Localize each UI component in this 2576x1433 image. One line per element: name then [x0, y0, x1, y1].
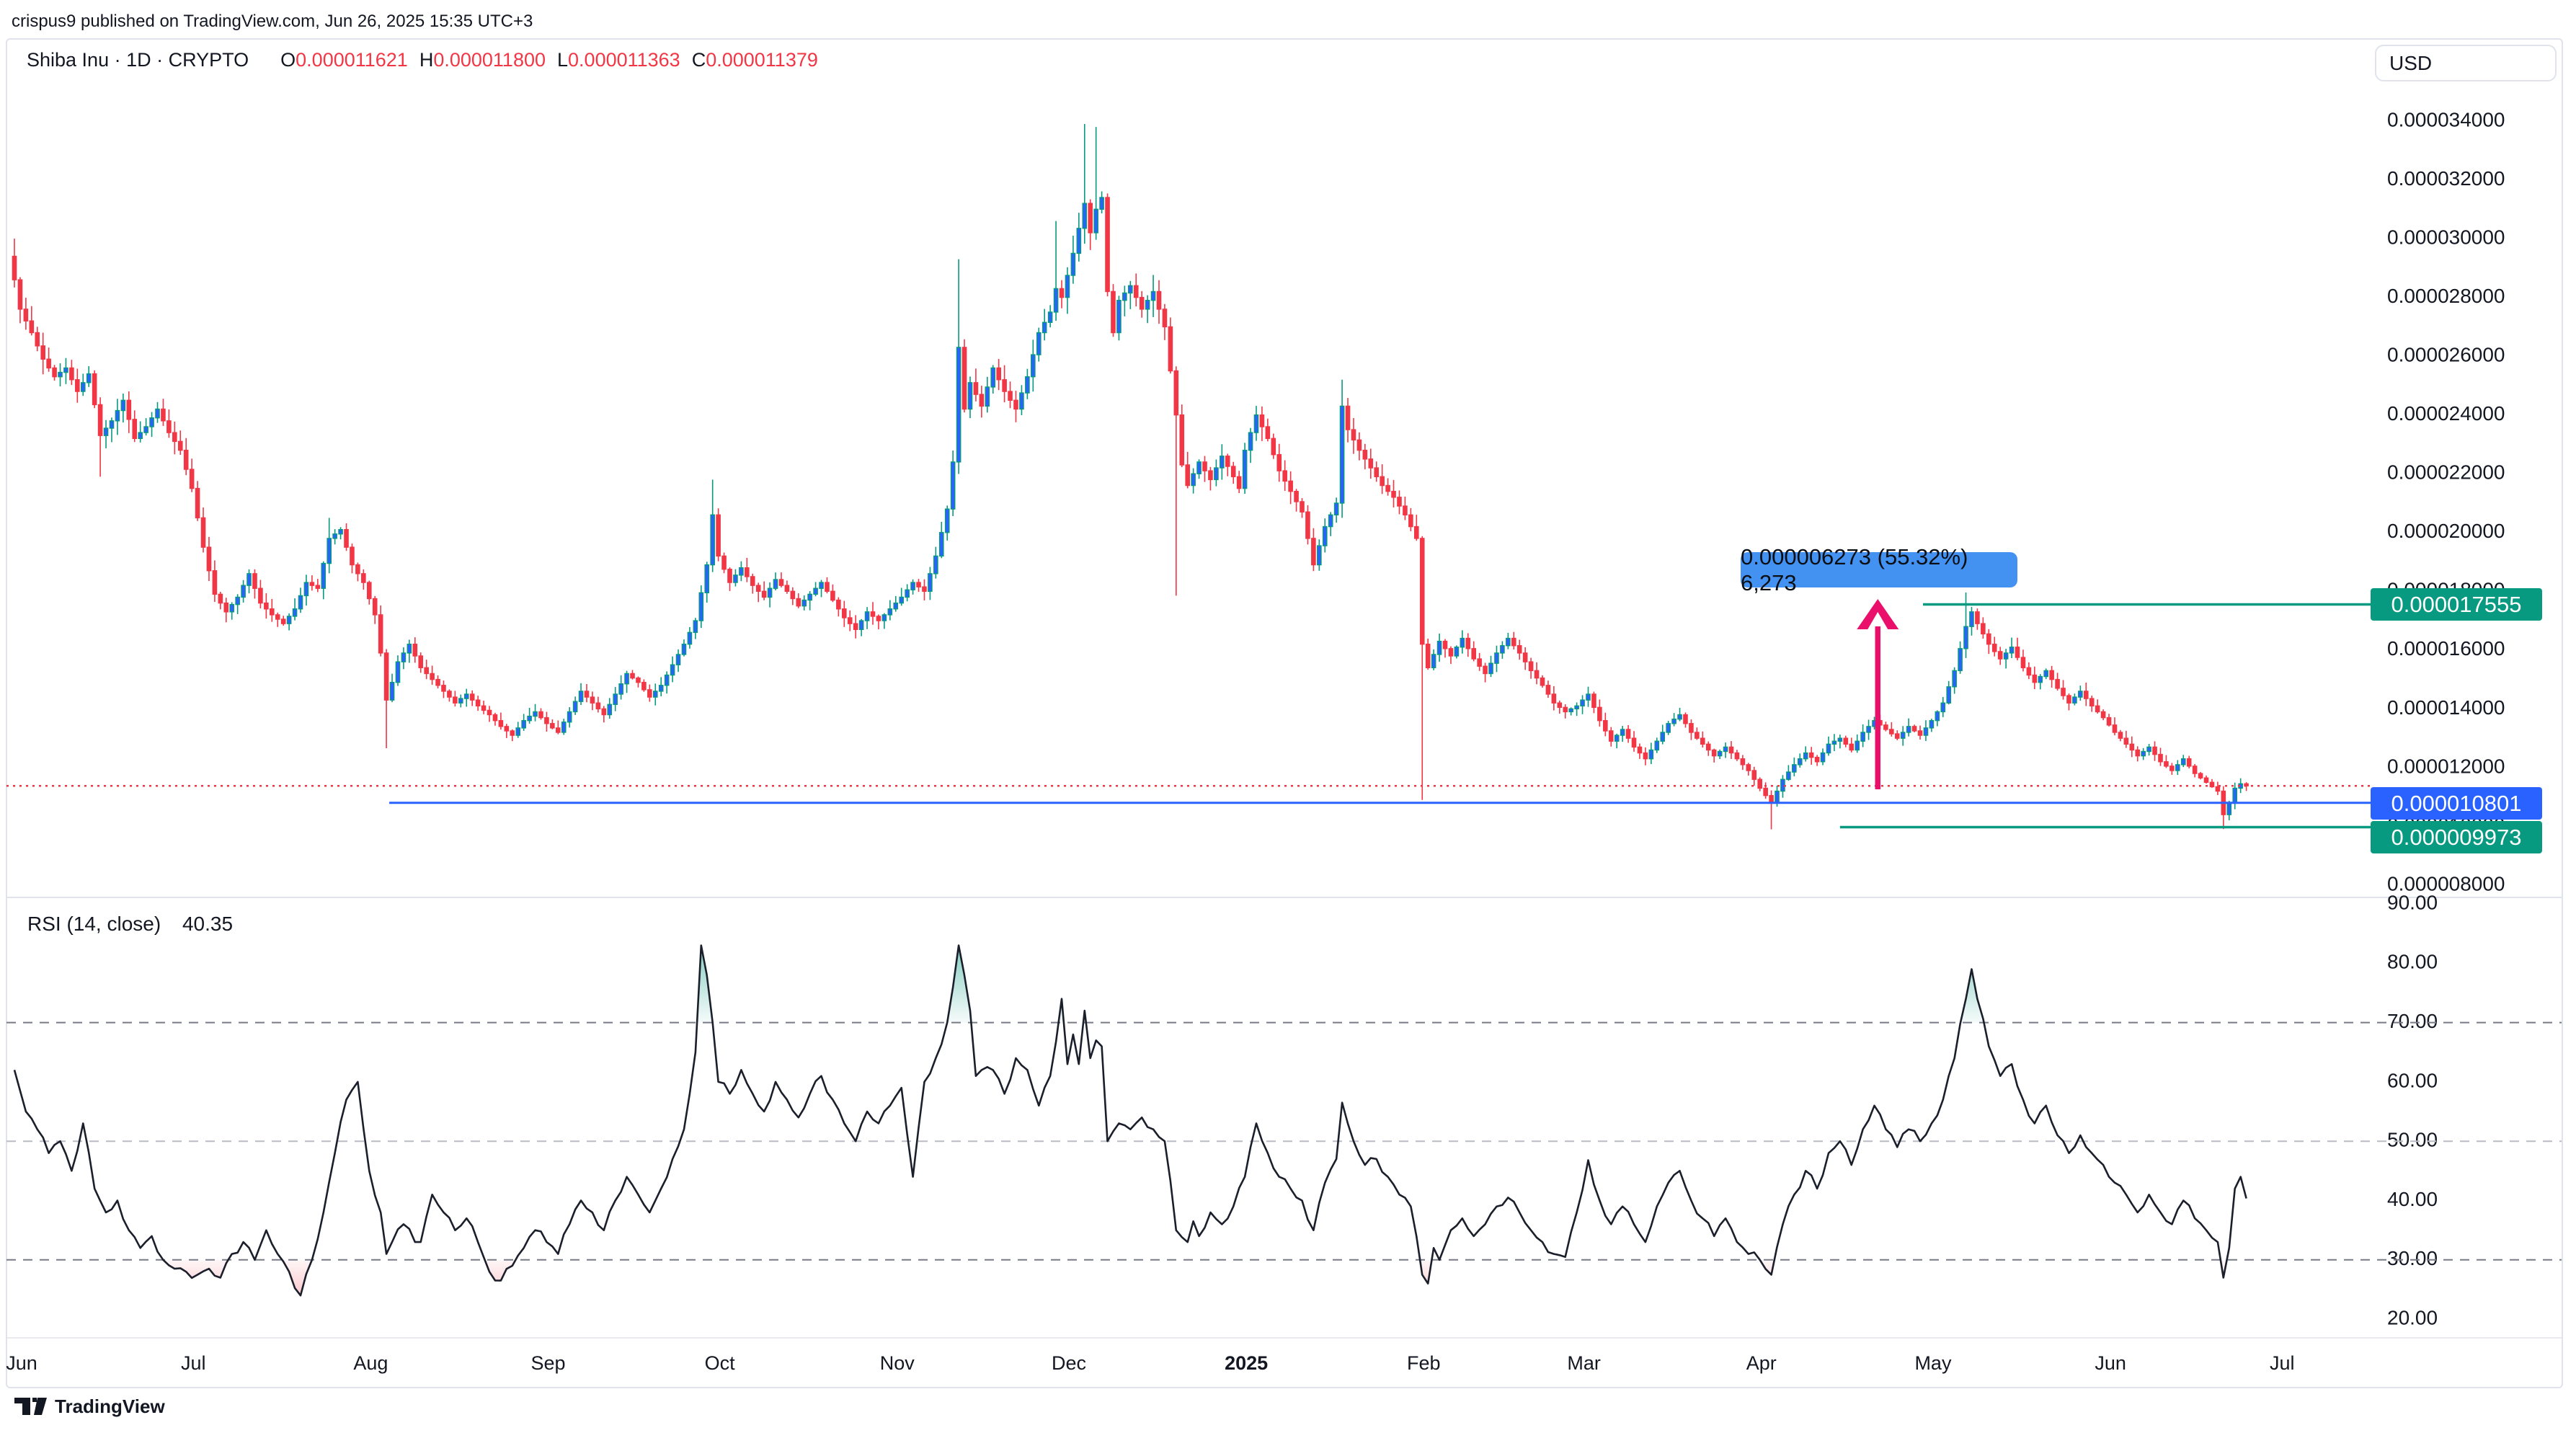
chart-card [6, 38, 2563, 1388]
svg-text:Jul: Jul [181, 1352, 206, 1374]
svg-text:Feb: Feb [1407, 1352, 1441, 1374]
candlestick-series [12, 124, 2249, 830]
ohlc-low-letter: L [557, 49, 569, 71]
svg-text:0.000012000: 0.000012000 [2387, 755, 2505, 777]
svg-text:30.00: 30.00 [2387, 1247, 2438, 1269]
tradingview-brand-link[interactable]: TradingView [14, 1396, 165, 1418]
svg-text:0.000032000: 0.000032000 [2387, 167, 2505, 190]
svg-text:20.00: 20.00 [2387, 1306, 2438, 1328]
svg-text:2025: 2025 [1225, 1352, 1268, 1374]
svg-text:Sep: Sep [530, 1352, 565, 1374]
svg-text:90.00: 90.00 [2387, 891, 2438, 913]
svg-text:50.00: 50.00 [2387, 1129, 2438, 1151]
svg-text:May: May [1914, 1352, 1952, 1374]
rsi-axis-ticks: 90.00 80.00 70.00 60.00 50.00 40.00 30.00 20.00 [2387, 891, 2438, 1328]
svg-text:60.00: 60.00 [2387, 1069, 2438, 1091]
rsi-indicator-row: RSI (14, close) 40.35 [27, 913, 233, 936]
ohlc-low-value: 0.000011363 [568, 49, 680, 71]
time-axis-labels: Jun Jul Aug Sep Oct Nov Dec 2025 Feb Mar Apr May Jun… [6, 1352, 2294, 1374]
symbol-title-row: Shiba Inu · 1D · CRYPTO O0.000011621 H0.00… [27, 49, 818, 71]
rsi-oversold-fill [163, 1259, 2227, 1296]
price-label-resistance: 0.000017555 [2371, 588, 2542, 621]
price-axis-ticks: 0.000034000 0.000032000 0.000030000 0.00002… [2387, 108, 2505, 895]
svg-text:0.000026000: 0.000026000 [2387, 344, 2505, 366]
svg-text:0.000028000: 0.000028000 [2387, 285, 2505, 307]
svg-text:0.000016000: 0.000016000 [2387, 637, 2505, 660]
ohlc-close-letter: C [691, 49, 706, 71]
svg-text:40.00: 40.00 [2387, 1188, 2438, 1210]
svg-text:Nov: Nov [880, 1352, 915, 1374]
svg-text:Oct: Oct [705, 1352, 736, 1374]
svg-text:0.000030000: 0.000030000 [2387, 226, 2505, 248]
currency-usd-button[interactable]: USD [2375, 45, 2557, 81]
svg-text:0.000034000: 0.000034000 [2387, 108, 2505, 130]
measurement-callout[interactable]: 0.000006273 (55.32%) 6,273 [1741, 544, 2017, 595]
rsi-overbought-fill [697, 945, 1984, 1023]
symbol-title: Shiba Inu · 1D · CRYPTO [27, 49, 249, 71]
svg-text:Jun: Jun [2095, 1352, 2126, 1374]
svg-text:0.000014000: 0.000014000 [2387, 696, 2505, 719]
rsi-line [13, 944, 2247, 1297]
up-arrow-head [1857, 599, 1899, 629]
svg-text:0.000022000: 0.000022000 [2387, 461, 2505, 484]
svg-text:80.00: 80.00 [2387, 951, 2438, 973]
svg-text:0.000024000: 0.000024000 [2387, 402, 2505, 425]
price-label-blue-ray: 0.000010801 [2371, 787, 2542, 820]
rsi-indicator-label: RSI (14, close) [27, 913, 161, 935]
ohlc-open-letter: O [280, 49, 296, 71]
ohlc-high-letter: H [419, 49, 434, 71]
published-info: crispus9 published on TradingView.com, J… [12, 12, 533, 31]
rsi-current-value: 40.35 [182, 913, 234, 935]
tradingview-logo-icon [14, 1397, 47, 1415]
svg-text:0.000020000: 0.000020000 [2387, 520, 2505, 542]
svg-text:70.00: 70.00 [2387, 1010, 2438, 1032]
svg-text:Apr: Apr [1746, 1352, 1777, 1374]
ohlc-open-value: 0.000011621 [296, 49, 408, 71]
svg-text:Jul: Jul [2270, 1352, 2295, 1374]
ohlc-high-value: 0.000011800 [433, 49, 546, 71]
svg-text:Aug: Aug [353, 1352, 388, 1374]
svg-text:Mar: Mar [1567, 1352, 1601, 1374]
ohlc-close-value: 0.000011379 [706, 49, 818, 71]
price-label-support: 0.000009973 [2371, 821, 2542, 853]
brand-text: TradingView [55, 1396, 165, 1417]
svg-text:Dec: Dec [1052, 1352, 1086, 1374]
svg-text:0.000008000: 0.000008000 [2387, 872, 2505, 895]
svg-text:Jun: Jun [6, 1352, 37, 1374]
